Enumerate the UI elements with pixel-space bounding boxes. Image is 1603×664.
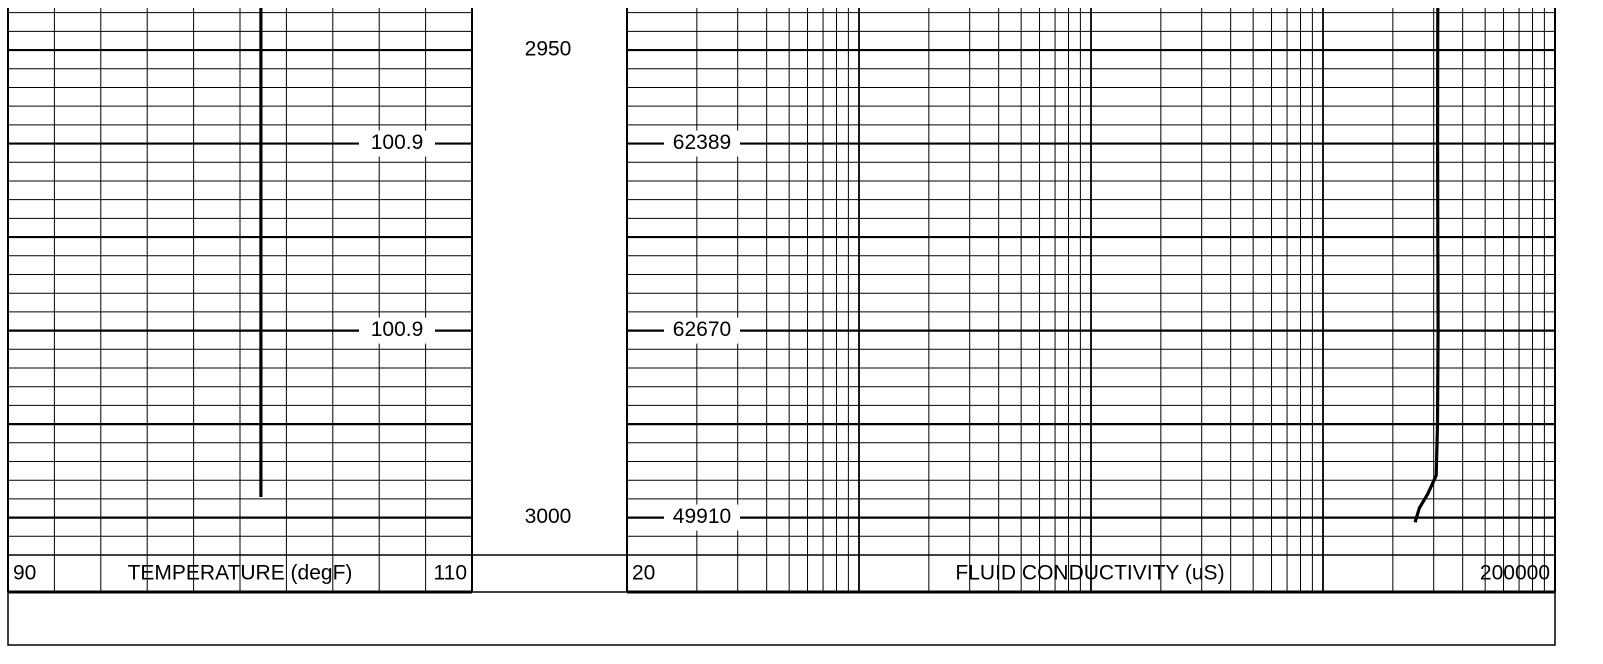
footer-box xyxy=(7,591,1556,646)
value-label: 62389 xyxy=(673,131,731,154)
x-max-label: 200000 xyxy=(1480,562,1550,585)
x-max-label: 110 xyxy=(434,562,467,585)
value-label: 49910 xyxy=(673,505,731,528)
value-label-bg xyxy=(359,130,435,157)
x-axis-title: FLUID CONDUCTIVITY (uS) xyxy=(955,562,1224,585)
value-label-bg xyxy=(664,504,740,531)
value-label: 100.9 xyxy=(371,131,424,154)
value-label: 100.9 xyxy=(371,318,424,341)
depth-label: 3000 xyxy=(525,505,572,528)
depth-label: 2950 xyxy=(525,38,572,61)
value-label-bg xyxy=(359,317,435,344)
value-label-bg xyxy=(664,317,740,344)
x-min-label: 20 xyxy=(632,562,655,585)
x-axis-title: TEMPERATURE (degF) xyxy=(128,562,353,585)
curve xyxy=(1413,7,1440,523)
value-label-bg xyxy=(664,130,740,157)
x-min-label: 90 xyxy=(13,562,36,585)
value-label: 62670 xyxy=(673,318,731,341)
